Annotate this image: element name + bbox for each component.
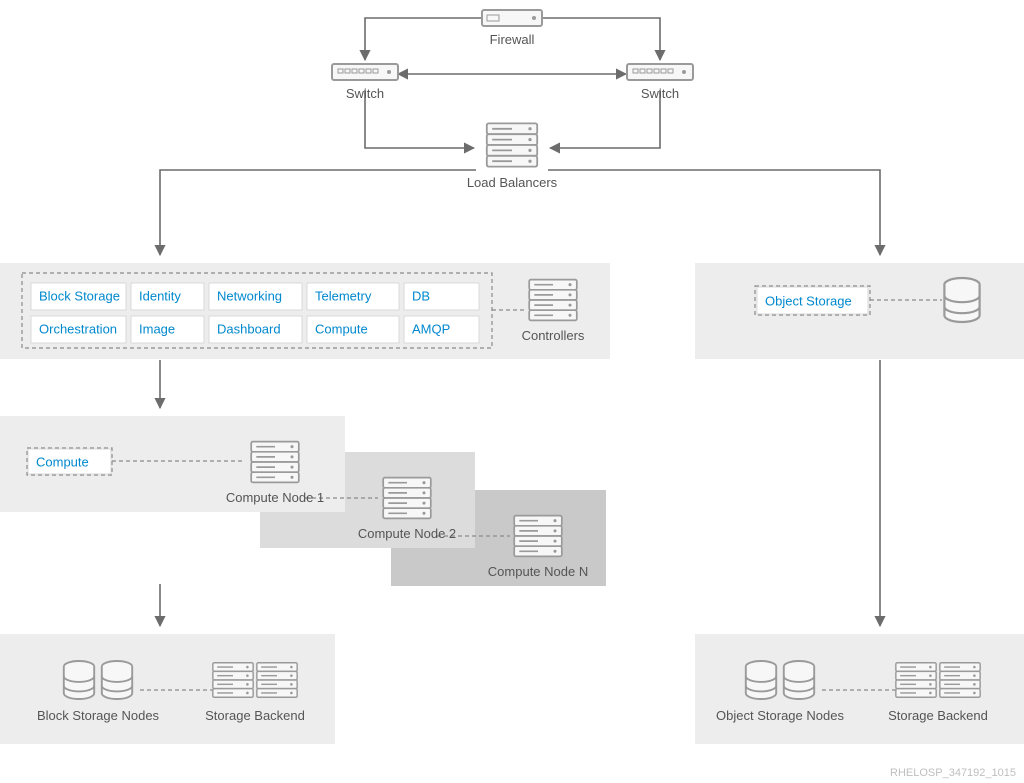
compute-node-2-label: Compute Node 2 bbox=[358, 526, 456, 541]
service-label: Compute bbox=[36, 455, 89, 470]
service-label: Block Storage bbox=[39, 289, 120, 304]
block-storage-nodes-label: Block Storage Nodes bbox=[37, 708, 160, 723]
switch-left-label: Switch bbox=[346, 86, 384, 101]
object-storage-db-icon bbox=[944, 278, 979, 322]
compute-node-1-icon bbox=[251, 442, 299, 483]
compute-node-n-label: Compute Node N bbox=[488, 564, 588, 579]
object-storage-db bbox=[944, 278, 979, 322]
switch-left-icon bbox=[332, 64, 398, 80]
service-label: Networking bbox=[217, 289, 282, 304]
controllers-label: Controllers bbox=[522, 328, 585, 343]
service-label: Telemetry bbox=[315, 289, 372, 304]
storage-backend-right-label: Storage Backend bbox=[888, 708, 988, 723]
controllers-panel bbox=[0, 263, 610, 359]
compute-node-n-icon bbox=[514, 516, 562, 557]
edge bbox=[542, 18, 660, 60]
service-label: DB bbox=[412, 289, 430, 304]
service-label: Identity bbox=[139, 289, 181, 304]
controllers-icon bbox=[529, 280, 577, 321]
switch-right-label: Switch bbox=[641, 86, 679, 101]
switch-right-icon bbox=[627, 64, 693, 80]
node-icons: Firewall Switch Switch Load Balancers Contro… bbox=[37, 10, 988, 723]
storage-backend-left-label: Storage Backend bbox=[205, 708, 305, 723]
service-label: AMQP bbox=[412, 322, 450, 337]
service-label: Compute bbox=[315, 322, 368, 337]
firewall-icon bbox=[482, 10, 542, 26]
switch-left: Switch bbox=[332, 64, 398, 101]
object-storage-nodes-label: Object Storage Nodes bbox=[716, 708, 844, 723]
edge bbox=[548, 170, 880, 255]
switch-right: Switch bbox=[627, 64, 693, 101]
service-label: Image bbox=[139, 322, 175, 337]
firewall-label: Firewall bbox=[490, 32, 535, 47]
service-label: Orchestration bbox=[39, 322, 117, 337]
compute-node-1-label: Compute Node 1 bbox=[226, 490, 324, 505]
load-balancers-icon bbox=[487, 123, 537, 166]
edge bbox=[365, 18, 482, 60]
load-balancers: Load Balancers bbox=[467, 123, 558, 190]
controllers: Controllers bbox=[522, 280, 585, 343]
firewall: Firewall bbox=[482, 10, 542, 47]
compute-node-2-icon bbox=[383, 478, 431, 519]
load-balancers-label: Load Balancers bbox=[467, 175, 558, 190]
service-label: Object Storage bbox=[765, 294, 852, 309]
edge bbox=[160, 170, 476, 255]
diagram-footnote: RHELOSP_347192_1015 bbox=[890, 767, 1016, 779]
service-label: Dashboard bbox=[217, 322, 281, 337]
